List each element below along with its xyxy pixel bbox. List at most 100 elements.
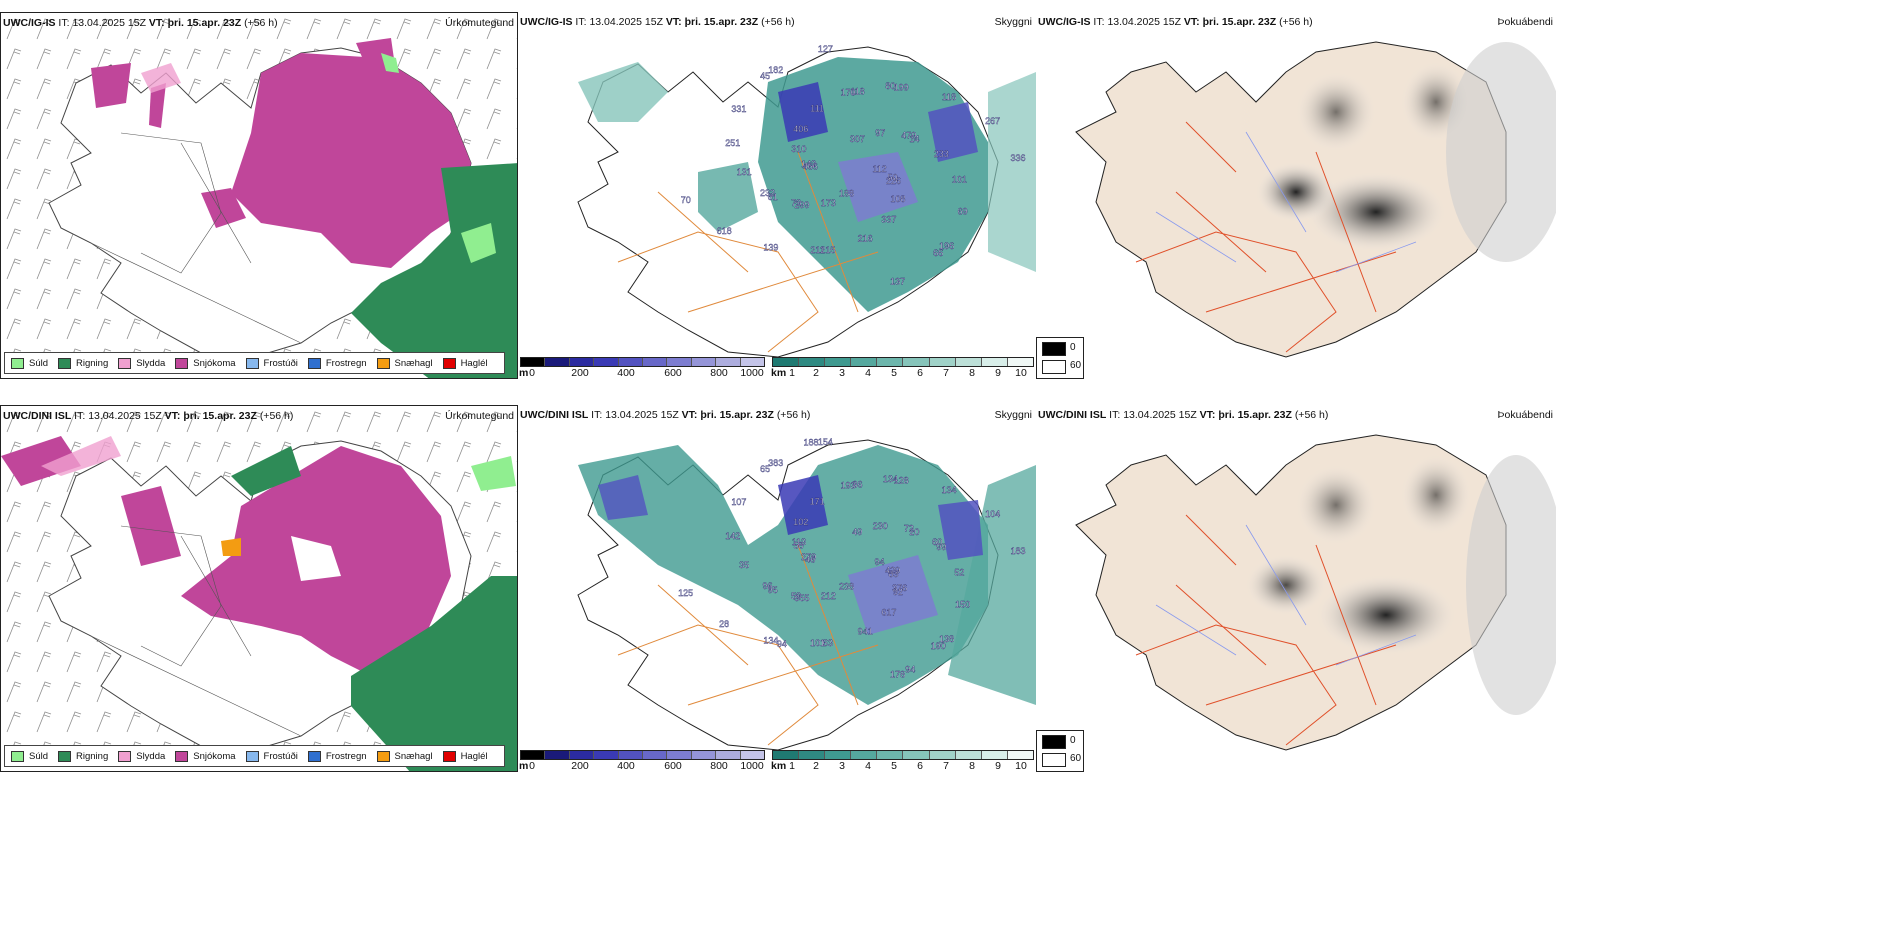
visibility-value-label: 14 (909, 134, 919, 144)
it-value: 13.04.2025 15Z (589, 16, 663, 28)
visibility-value-label: 150 (955, 600, 970, 610)
precip-type-map-row2 (1, 406, 517, 771)
visibility-value-label: 83 (888, 569, 898, 579)
fog-swatch-white (1042, 360, 1066, 374)
visibility-value-label: 466 (803, 162, 818, 172)
visibility-title: Skyggni (994, 409, 1032, 421)
fog-swatch-black (1042, 342, 1066, 356)
visibility-value-label: 178 (890, 669, 905, 679)
visibility-title: Skyggni (994, 16, 1032, 28)
fog-value: 0 (1070, 342, 1076, 353)
colorbar-tick: 10 (1015, 760, 1027, 772)
it-label: IT: (591, 409, 603, 421)
visibility-value-label: 618 (717, 226, 732, 236)
visibility-value-label: 310 (791, 144, 806, 154)
visibility-value-label: 111 (810, 103, 824, 113)
vt-label: VT: (1199, 409, 1216, 421)
lead-time: (+56 h) (1294, 409, 1329, 421)
legend-swatch (442, 357, 456, 369)
visibility-value-label: 143 (801, 159, 816, 169)
colorbar-tick: 400 (617, 367, 635, 379)
visibility-value-label: 118 (850, 86, 864, 96)
it-value: 13.04.2025 15Z (605, 409, 679, 421)
legend-item: Snjókoma (175, 750, 236, 762)
vt-label: VT: (1183, 16, 1200, 28)
it-value: 13.04.2025 15Z (72, 17, 146, 29)
visibility-value-label: 941 (858, 626, 873, 636)
colorbar-unit: km (771, 367, 787, 379)
colorbar-tick: 0 (529, 367, 535, 379)
visibility-value-label: 183 (1010, 546, 1025, 556)
visibility-value-label: 233 (934, 149, 949, 159)
visibility-value-label: 137 (890, 276, 905, 286)
visibility-value-label: 112 (872, 164, 886, 174)
visibility-value-label: 617 (881, 608, 896, 618)
colorbar-tick: 0 (529, 760, 535, 772)
visibility-value-label: 134 (883, 474, 898, 484)
fog-title: Þokuábendi (1497, 409, 1553, 421)
visibility-value-label: 251 (725, 138, 740, 148)
precip-legend-row1: Súld Rigning Slydda Snjókoma Frostúði Fr… (4, 352, 505, 374)
visibility-value-label: 63 (823, 638, 833, 648)
visibility-value-label: 65 (760, 464, 770, 474)
visibility-value-label: 188 (803, 438, 818, 448)
lead-time: (+56 h) (244, 17, 278, 29)
precip-type-panel-row1: UWC/IG-IS IT: 13.04.2025 15Z VT: þri. 15… (0, 12, 518, 379)
visibility-map-row2: 94 59 86 190 279 20 101 383 83 96 128 178 113 99 134 15… (577, 437, 1036, 751)
visibility-value-label: 72 (904, 524, 914, 534)
visibility-value-label: 58 (793, 541, 803, 551)
row2-precip-header: UWC/DINI ISL IT: 13.04.2025 15Z VT: þri.… (3, 410, 293, 422)
colorbar-tick: 3 (839, 760, 845, 772)
vt-label: VT: (148, 17, 165, 29)
colorbar-tick: 800 (710, 760, 728, 772)
visibility-value-label: 107 (731, 497, 746, 507)
visibility-value-label: 92 (893, 587, 903, 597)
colorbar-unit: km (771, 760, 787, 772)
visibility-value-label: 171 (810, 496, 825, 506)
legend-swatch (11, 357, 24, 369)
visibility-value-label: 331 (731, 104, 746, 114)
model-name: UWC/DINI ISL (520, 409, 589, 421)
fog-map-row1 (1075, 41, 1556, 358)
legend-label: Frostregn (325, 357, 367, 369)
visibility-km-colorbar-row2: km 1 2 3 4 5 6 7 8 9 10 (771, 750, 1034, 772)
visibility-value-label: 118 (942, 92, 956, 102)
colorbar-tick: 8 (969, 367, 975, 379)
colorbar-unit: m (519, 760, 529, 772)
visibility-value-label: 80 (885, 81, 895, 91)
it-value: 13.04.2025 15Z (1107, 16, 1181, 28)
colorbar-tick: 400 (617, 760, 635, 772)
lead-time: (+56 h) (259, 410, 294, 422)
visibility-value-label: 215 (820, 245, 835, 255)
model-name: UWC/DINI ISL (3, 410, 72, 422)
fog-panel-row1: UWC/IG-IS IT: 13.04.2025 15Z VT: þri. 15… (1036, 12, 1556, 379)
visibility-value-label: 50 (888, 173, 898, 183)
precip-type-title: Úrkomutegund (445, 17, 514, 29)
it-label: IT: (74, 410, 86, 422)
vt-label: VT: (665, 16, 682, 28)
visibility-value-label: 230 (873, 521, 888, 531)
visibility-labels: 112 73 118 66 143 14 211 182 226 232 199 137 310 233 1… (680, 44, 1025, 287)
visibility-value-label: 337 (881, 215, 896, 225)
visibility-value-label: 336 (1010, 153, 1025, 163)
colorbar-tick: 5 (891, 367, 897, 379)
lead-time: (+56 h) (761, 16, 795, 28)
vt-value: þri. 15.apr. 23Z (684, 16, 759, 28)
legend-label: Haglél (460, 750, 488, 762)
visibility-value-label: 134 (763, 636, 778, 646)
fog-legend-row2: 0 60 (1036, 730, 1084, 772)
colorbar-tick: 8 (969, 760, 975, 772)
vt-value: þri. 15.apr. 23Z (1218, 409, 1292, 421)
legend-label: Snæhagl (394, 357, 433, 369)
colorbar-tick: 2 (813, 367, 819, 379)
visibility-value-label: 299 (794, 200, 809, 210)
legend-swatch (58, 750, 72, 762)
row1-precip-header: UWC/IG-IS IT: 13.04.2025 15Z VT: þri. 15… (3, 17, 278, 29)
visibility-value-label: 108 (890, 194, 905, 204)
colorbar-tick: 4 (865, 760, 871, 772)
legend-swatch (442, 750, 456, 762)
row2-visibility-header: UWC/DINI ISL IT: 13.04.2025 15Z VT: þri.… (520, 409, 810, 421)
visibility-value-label: 154 (818, 437, 833, 447)
row1-fog-header: UWC/IG-IS IT: 13.04.2025 15Z VT: þri. 15… (1038, 16, 1313, 28)
colorbar-tick: 800 (710, 367, 728, 379)
